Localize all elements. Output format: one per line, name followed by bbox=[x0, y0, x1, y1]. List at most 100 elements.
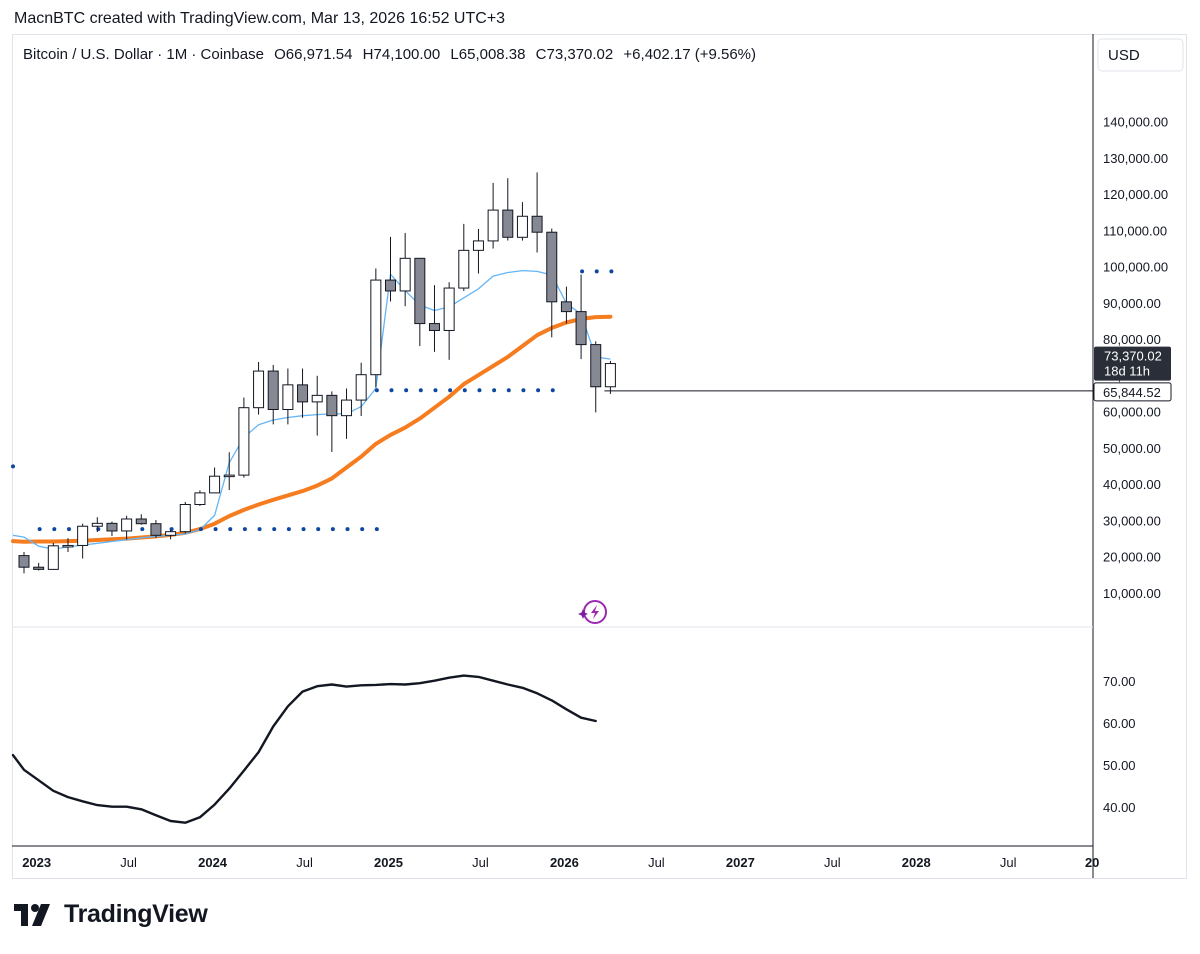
candle bbox=[311, 375, 323, 436]
ma-thin-line bbox=[12, 269, 611, 550]
candle-body bbox=[604, 363, 616, 388]
logo-mark-v bbox=[32, 903, 50, 926]
candle bbox=[165, 529, 177, 540]
currency-button-bg[interactable] bbox=[1097, 38, 1184, 72]
dot-marker bbox=[301, 527, 306, 532]
price-tick-label: 140,000.00 bbox=[1103, 115, 1168, 130]
rsi-tick-label: 40.00 bbox=[1103, 800, 1136, 815]
dot-marker bbox=[580, 269, 585, 274]
rsi-tick-label: 60.00 bbox=[1103, 716, 1136, 731]
candle-body bbox=[487, 209, 499, 242]
price-axis[interactable]: 140,000.00 130,000.00 120,000.00 110,000.00… bbox=[1103, 115, 1168, 601]
candle bbox=[91, 517, 103, 533]
candle bbox=[194, 490, 206, 506]
dot-marker bbox=[272, 527, 277, 532]
candle-body bbox=[546, 231, 558, 303]
price-tick-label: 60,000.00 bbox=[1103, 405, 1161, 420]
candle-body bbox=[341, 399, 353, 417]
candle bbox=[560, 286, 572, 324]
attribution-header: MacnBTC created with TradingView.com, Ma… bbox=[14, 10, 506, 27]
candle-body bbox=[443, 287, 455, 331]
time-tick-year: 2023 bbox=[22, 855, 51, 870]
tradingview-logo-icon bbox=[14, 903, 50, 926]
dot-marker bbox=[11, 464, 15, 469]
bar-countdown: 18d 11h bbox=[1104, 364, 1150, 379]
dot-marker bbox=[477, 388, 482, 393]
dot-marker bbox=[257, 527, 262, 532]
dot-marker bbox=[330, 527, 335, 532]
candle bbox=[531, 172, 543, 253]
dot-marker bbox=[198, 527, 203, 532]
candle-body bbox=[150, 523, 162, 536]
time-tick-month: Jul bbox=[472, 855, 489, 870]
dot-marker bbox=[433, 388, 438, 393]
candle-body bbox=[560, 301, 572, 313]
candle bbox=[326, 391, 338, 452]
dot-marker bbox=[140, 527, 145, 532]
ai-assistant-icon[interactable] bbox=[578, 600, 607, 624]
candle bbox=[487, 182, 499, 249]
legend-close: C73,370.02 bbox=[536, 46, 614, 63]
ma-thick-layer bbox=[11, 314, 613, 544]
candle bbox=[458, 223, 470, 291]
price-tick-label: 110,000.00 bbox=[1103, 223, 1167, 238]
time-tick-year: 2024 bbox=[198, 855, 228, 870]
candle bbox=[443, 282, 455, 360]
candle-body bbox=[428, 323, 440, 331]
price-tick-label: 130,000.00 bbox=[1103, 151, 1168, 166]
candle bbox=[223, 452, 235, 490]
candle bbox=[106, 521, 118, 537]
legend-high: H74,100.00 bbox=[363, 46, 441, 63]
price-tick-label: 90,000.00 bbox=[1103, 296, 1161, 311]
dot-marker bbox=[52, 527, 57, 532]
ai-icon-bolt[interactable] bbox=[591, 605, 599, 619]
candle bbox=[238, 397, 250, 478]
price-tick-label: 100,000.00 bbox=[1103, 260, 1168, 275]
current-price-tag bbox=[1094, 346, 1171, 381]
candle-body bbox=[209, 475, 221, 494]
candle bbox=[546, 228, 558, 338]
time-tick-month: Jul bbox=[824, 855, 841, 870]
dot-marker bbox=[66, 527, 71, 532]
dot-marker bbox=[242, 527, 247, 532]
currency-button[interactable]: USD bbox=[1097, 38, 1184, 72]
tradingview-logo[interactable]: TradingView bbox=[14, 900, 208, 929]
time-tick-year: 2025 bbox=[374, 855, 403, 870]
dot-marker bbox=[360, 527, 365, 532]
candle-body bbox=[62, 544, 74, 548]
dot-marker bbox=[536, 388, 541, 393]
dot-marker bbox=[609, 269, 614, 274]
rsi-pane bbox=[11, 674, 597, 824]
candle bbox=[341, 388, 353, 439]
candle-body bbox=[399, 257, 411, 292]
legend-low: L65,008.38 bbox=[450, 46, 525, 63]
ma-thick-line bbox=[11, 314, 613, 544]
price-tick-label: 20,000.00 bbox=[1103, 550, 1161, 565]
rsi-axis[interactable]: 70.00 60.00 50.00 40.00 bbox=[1103, 674, 1136, 815]
time-axis[interactable]: 2023 Jul 2024 Jul 2025 Jul 2026 Jul 2027 Jul 2028 J… bbox=[22, 855, 1099, 870]
candle-body bbox=[253, 370, 265, 409]
candle-body bbox=[194, 492, 206, 505]
ai-icon-sparkle[interactable] bbox=[578, 609, 588, 619]
candle-body bbox=[311, 394, 323, 403]
dot-marker bbox=[506, 388, 511, 393]
currency-button-label[interactable]: USD bbox=[1108, 47, 1140, 64]
candle bbox=[297, 368, 309, 418]
candlestick-series[interactable] bbox=[18, 172, 616, 574]
candle bbox=[355, 362, 367, 417]
dot-marker bbox=[448, 388, 453, 393]
chart-frame bbox=[12, 34, 1187, 879]
candle-body bbox=[385, 279, 396, 292]
candle-body bbox=[267, 370, 279, 411]
candle-body bbox=[297, 384, 309, 403]
candle bbox=[150, 520, 162, 538]
candle-body bbox=[47, 545, 59, 570]
candle-body bbox=[179, 503, 191, 533]
candle bbox=[47, 542, 59, 570]
candle bbox=[428, 285, 440, 352]
line-price-tag bbox=[1093, 382, 1172, 402]
tradingview-brand: TradingView bbox=[64, 900, 208, 928]
candle-body bbox=[355, 374, 367, 401]
